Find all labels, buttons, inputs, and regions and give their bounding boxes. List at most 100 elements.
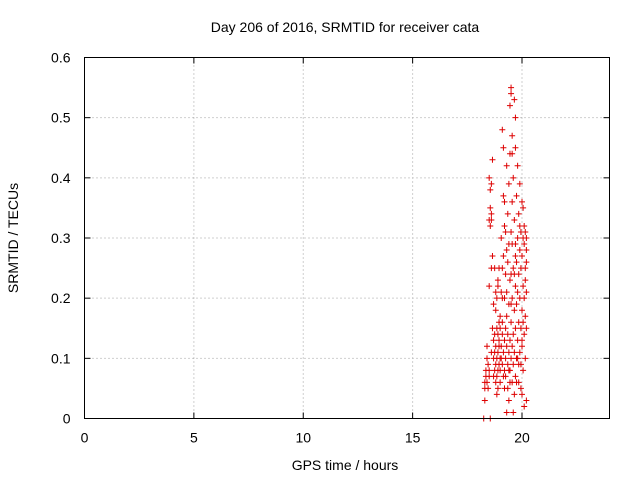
data-point bbox=[503, 247, 510, 254]
data-point bbox=[509, 150, 516, 157]
data-point bbox=[504, 361, 511, 368]
y-axis-title: SRMTID / TECUs bbox=[5, 183, 21, 293]
data-point bbox=[494, 385, 501, 392]
data-point bbox=[515, 361, 522, 368]
data-point bbox=[502, 271, 509, 278]
data-point bbox=[523, 235, 530, 241]
data-point bbox=[502, 228, 509, 235]
data-point bbox=[500, 144, 507, 151]
data-point bbox=[489, 253, 496, 260]
data-point bbox=[499, 361, 506, 368]
data-point bbox=[481, 397, 488, 404]
data-point bbox=[522, 265, 529, 272]
data-point bbox=[497, 379, 504, 386]
data-point bbox=[519, 253, 525, 260]
data-point bbox=[503, 313, 510, 320]
data-point bbox=[502, 355, 509, 362]
axis-ticks bbox=[84, 57, 610, 419]
data-point bbox=[522, 228, 529, 235]
data-point bbox=[523, 259, 530, 266]
data-point bbox=[502, 373, 509, 380]
data-point bbox=[486, 367, 493, 374]
data-point bbox=[516, 180, 523, 187]
x-tick-label: 0 bbox=[81, 430, 89, 446]
data-point bbox=[490, 337, 497, 344]
data-point bbox=[513, 301, 520, 308]
data-point bbox=[523, 325, 530, 332]
data-point bbox=[520, 367, 527, 374]
data-point bbox=[504, 210, 511, 217]
data-point bbox=[499, 331, 506, 338]
data-point bbox=[510, 331, 517, 338]
data-point bbox=[498, 343, 505, 350]
data-point bbox=[488, 180, 495, 187]
data-point bbox=[520, 204, 527, 211]
data-point bbox=[488, 216, 495, 223]
data-point bbox=[520, 283, 527, 290]
x-tick-label: 5 bbox=[190, 430, 198, 446]
data-point bbox=[503, 289, 510, 296]
data-point bbox=[500, 192, 507, 199]
data-point bbox=[510, 361, 517, 368]
data-point bbox=[494, 349, 501, 356]
plot-frame bbox=[84, 57, 610, 419]
data-point bbox=[493, 295, 500, 302]
tick-labels: 0 5 10 15 20 0 0.1 0.2 0.3 0.4 0.5 0.6 bbox=[51, 50, 530, 446]
y-tick-label: 0.1 bbox=[51, 350, 71, 366]
data-point bbox=[512, 241, 519, 248]
data-point bbox=[501, 222, 508, 229]
data-point bbox=[499, 126, 506, 133]
data-point bbox=[501, 385, 508, 392]
data-point bbox=[521, 241, 528, 248]
data-point bbox=[519, 337, 525, 344]
data-point bbox=[493, 373, 500, 380]
data-point bbox=[484, 355, 490, 362]
data-point bbox=[504, 259, 511, 266]
data-point bbox=[506, 367, 513, 374]
data-point bbox=[522, 313, 529, 320]
data-point bbox=[498, 235, 505, 241]
data-point bbox=[508, 355, 515, 362]
data-point bbox=[519, 391, 525, 398]
data-point bbox=[512, 325, 519, 332]
data-point bbox=[523, 397, 530, 404]
x-tick-label: 15 bbox=[405, 430, 421, 446]
data-point bbox=[508, 319, 515, 326]
data-point bbox=[489, 325, 496, 332]
chart-title: Day 206 of 2016, SRMTID for receiver cat… bbox=[211, 19, 480, 35]
data-point bbox=[504, 331, 511, 338]
data-point bbox=[514, 355, 521, 362]
data-point bbox=[512, 373, 519, 380]
data-point bbox=[509, 132, 516, 139]
data-points bbox=[480, 84, 530, 422]
data-point bbox=[517, 325, 524, 332]
data-point bbox=[519, 198, 525, 205]
data-point bbox=[503, 162, 510, 169]
data-point bbox=[516, 247, 523, 254]
data-point bbox=[506, 337, 513, 344]
x-tick-label: 10 bbox=[295, 430, 311, 446]
data-point bbox=[484, 343, 490, 350]
data-point bbox=[511, 391, 518, 398]
data-point bbox=[508, 301, 515, 308]
data-point bbox=[486, 174, 493, 181]
y-tick-label: 0.3 bbox=[51, 230, 71, 246]
data-point bbox=[515, 271, 522, 278]
x-tick-label: 20 bbox=[514, 430, 530, 446]
data-point bbox=[493, 391, 500, 398]
data-point bbox=[512, 114, 519, 121]
data-point bbox=[508, 84, 515, 91]
grid-lines bbox=[84, 57, 610, 419]
data-point bbox=[492, 307, 499, 314]
data-point bbox=[487, 186, 494, 193]
data-point bbox=[510, 409, 517, 416]
data-point bbox=[499, 295, 506, 302]
y-tick-label: 0.5 bbox=[51, 110, 71, 126]
data-point bbox=[510, 174, 517, 181]
data-point bbox=[505, 349, 512, 356]
data-point bbox=[522, 355, 529, 362]
y-tick-label: 0.4 bbox=[51, 170, 71, 186]
y-tick-label: 0.6 bbox=[51, 50, 71, 66]
data-point bbox=[511, 349, 518, 356]
